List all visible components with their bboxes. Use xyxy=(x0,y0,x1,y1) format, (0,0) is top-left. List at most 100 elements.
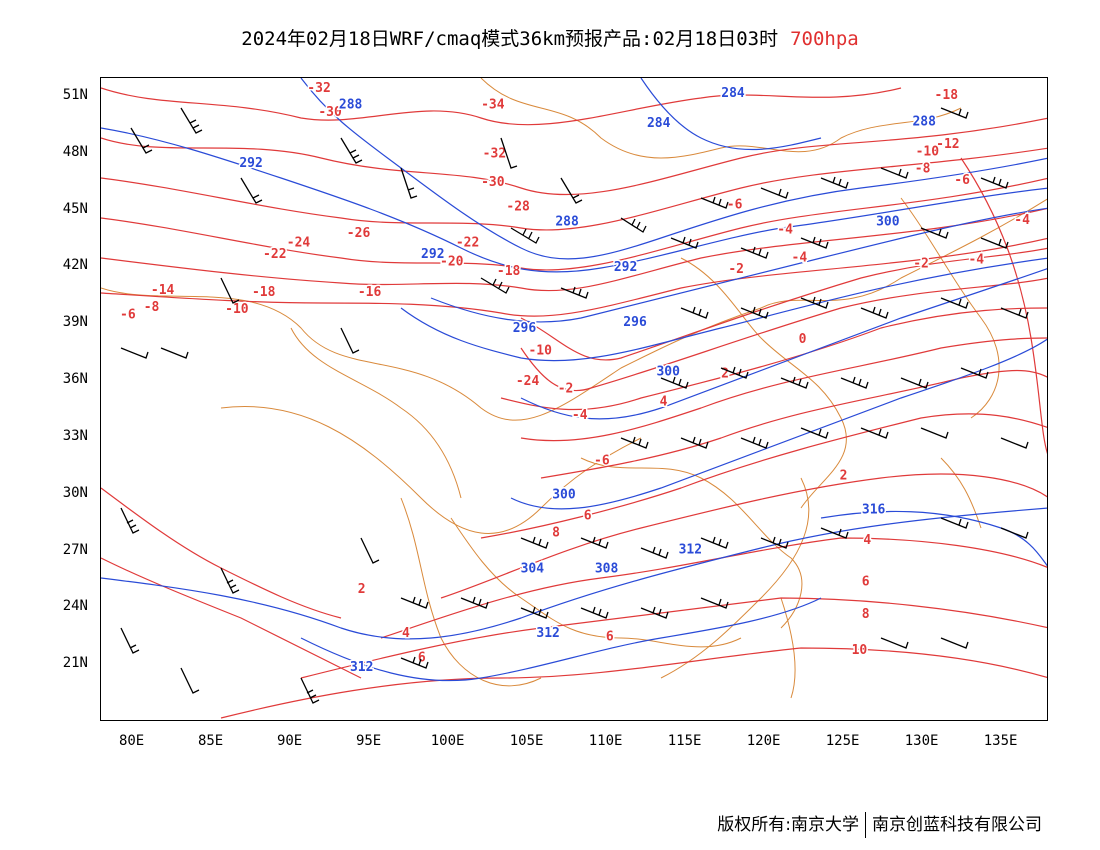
wind-barb xyxy=(1000,307,1029,319)
lon-label: 130E xyxy=(904,733,939,749)
lon-label: 100E xyxy=(430,733,465,749)
wind-barb xyxy=(560,177,583,204)
wind-barb xyxy=(680,436,709,449)
lon-label: 135E xyxy=(983,733,1018,749)
geopotential-label: 288 xyxy=(912,114,936,129)
wind-barb xyxy=(660,376,689,389)
geopotential-isoline xyxy=(101,507,1047,640)
wind-barb xyxy=(960,367,989,379)
geopotential-label: 316 xyxy=(862,503,886,518)
temperature-label: 6 xyxy=(418,650,426,665)
wind-barb xyxy=(920,427,949,439)
wind-barb xyxy=(740,306,769,319)
geopotential-isoline xyxy=(300,78,1047,260)
temperature-label: 4 xyxy=(863,533,871,548)
lon-label: 95E xyxy=(355,733,382,749)
temperature-label: 2 xyxy=(721,366,729,381)
copyright-company: 南京创蓝科技有限公司 xyxy=(872,815,1042,835)
wind-barb xyxy=(520,606,549,619)
temperature-label: -16 xyxy=(358,285,382,300)
wind-barb xyxy=(1000,527,1029,539)
temperature-isoline xyxy=(520,337,1047,442)
temperature-label: 2 xyxy=(358,582,366,597)
geopotential-label: 300 xyxy=(876,215,900,230)
temperature-label: -4 xyxy=(792,251,808,266)
wind-barb xyxy=(920,227,949,239)
geopotential-isoline xyxy=(820,510,1047,567)
lat-label: 21N xyxy=(62,655,88,672)
wind-barb xyxy=(220,277,240,304)
lat-label: 51N xyxy=(62,86,88,103)
wind-barb xyxy=(460,596,489,609)
temperature-isoline xyxy=(101,557,362,679)
wind-barb xyxy=(880,637,909,649)
temperature-label: -10 xyxy=(916,145,940,160)
lat-label: 30N xyxy=(62,484,88,501)
temperature-isoline xyxy=(480,413,1047,539)
temperature-label: -30 xyxy=(481,175,505,190)
wind-barb xyxy=(360,537,380,564)
geopotential-label: 284 xyxy=(647,116,671,131)
wind-barb xyxy=(130,127,153,154)
lon-label: 125E xyxy=(825,733,860,749)
wind-barb xyxy=(740,246,769,259)
wind-barb xyxy=(820,527,849,539)
geopotential-label: 292 xyxy=(614,260,637,275)
title-text: 2024年02月18日WRF/cmaq模式36km预报产品:02月18日03时 xyxy=(241,28,779,50)
temperature-label: -4 xyxy=(572,408,588,423)
temperature-label: -2 xyxy=(913,256,929,271)
lon-label: 120E xyxy=(746,733,781,749)
temperature-label: -2 xyxy=(558,381,574,396)
wind-barb xyxy=(820,176,849,189)
temperature-label: 8 xyxy=(552,525,560,540)
temperature-label: -10 xyxy=(225,302,249,317)
wind-barb xyxy=(300,677,320,704)
lat-label: 42N xyxy=(62,257,88,274)
temperature-isoline xyxy=(440,473,1047,599)
temperature-label: -32 xyxy=(483,147,506,162)
geopotential-label: 308 xyxy=(595,561,619,576)
temperature-label: -22 xyxy=(263,247,286,262)
geopotential-isoline xyxy=(430,207,1047,323)
wind-barb xyxy=(940,107,969,119)
temperature-label: -6 xyxy=(954,173,970,188)
geopotential-isolines xyxy=(101,78,1047,682)
wind-barb xyxy=(400,167,418,199)
wind-barb xyxy=(700,196,729,209)
temperature-label: -18 xyxy=(252,285,276,300)
temperature-label: -28 xyxy=(506,200,530,215)
geopotential-label: 288 xyxy=(555,215,579,230)
temperature-label: -34 xyxy=(481,97,505,112)
temperature-label: 0 xyxy=(799,332,807,347)
wind-barb xyxy=(220,567,240,594)
temperature-label: -4 xyxy=(777,222,793,237)
lat-label: 27N xyxy=(62,541,88,558)
geopotential-label: 312 xyxy=(350,660,373,675)
wind-barb xyxy=(800,296,829,309)
temperature-label: -10 xyxy=(528,344,552,359)
geopotential-label: 312 xyxy=(536,626,559,641)
temperature-isoline xyxy=(101,237,1047,317)
temperature-isoline xyxy=(960,157,1047,454)
geopotential-label: 300 xyxy=(656,364,680,379)
wind-barb xyxy=(940,517,969,529)
boundary-line xyxy=(660,477,810,679)
boundary-line xyxy=(780,597,796,699)
wind-barb xyxy=(760,536,789,549)
wind-barb xyxy=(740,436,769,449)
weather-map: -32-30-34-32-30-28-26-24-22-22-20-18-18-… xyxy=(101,78,1047,719)
temperature-isolines xyxy=(101,87,1047,719)
temperature-label: -4 xyxy=(968,253,984,268)
temperature-isoline xyxy=(101,177,1047,271)
geopotential-isoline xyxy=(400,257,1047,362)
wind-barb xyxy=(900,377,929,389)
temperature-label: -24 xyxy=(287,236,311,251)
temperature-label: -22 xyxy=(456,236,479,251)
temperature-label: -6 xyxy=(727,198,743,213)
wind-barb xyxy=(620,217,647,233)
wind-barb xyxy=(340,327,360,354)
lat-label: 45N xyxy=(62,200,88,217)
wind-barb xyxy=(800,427,829,439)
wind-barbs xyxy=(120,107,1029,704)
temperature-isoline xyxy=(520,277,1047,392)
